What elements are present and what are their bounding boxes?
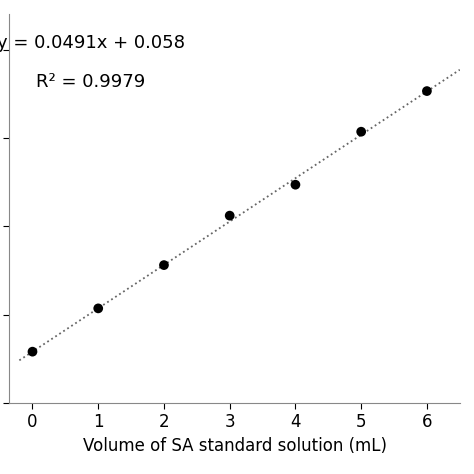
Point [94,305,102,312]
Point [357,128,365,136]
Point [292,181,299,189]
Text: R² = 0.9979: R² = 0.9979 [36,73,145,91]
Text: y = 0.0491x + 0.058: y = 0.0491x + 0.058 [0,34,184,52]
Point [29,348,36,356]
Point [226,212,234,219]
Point [423,87,431,95]
X-axis label: Volume of SA standard solution (mL): Volume of SA standard solution (mL) [82,437,387,455]
Point [160,261,168,269]
